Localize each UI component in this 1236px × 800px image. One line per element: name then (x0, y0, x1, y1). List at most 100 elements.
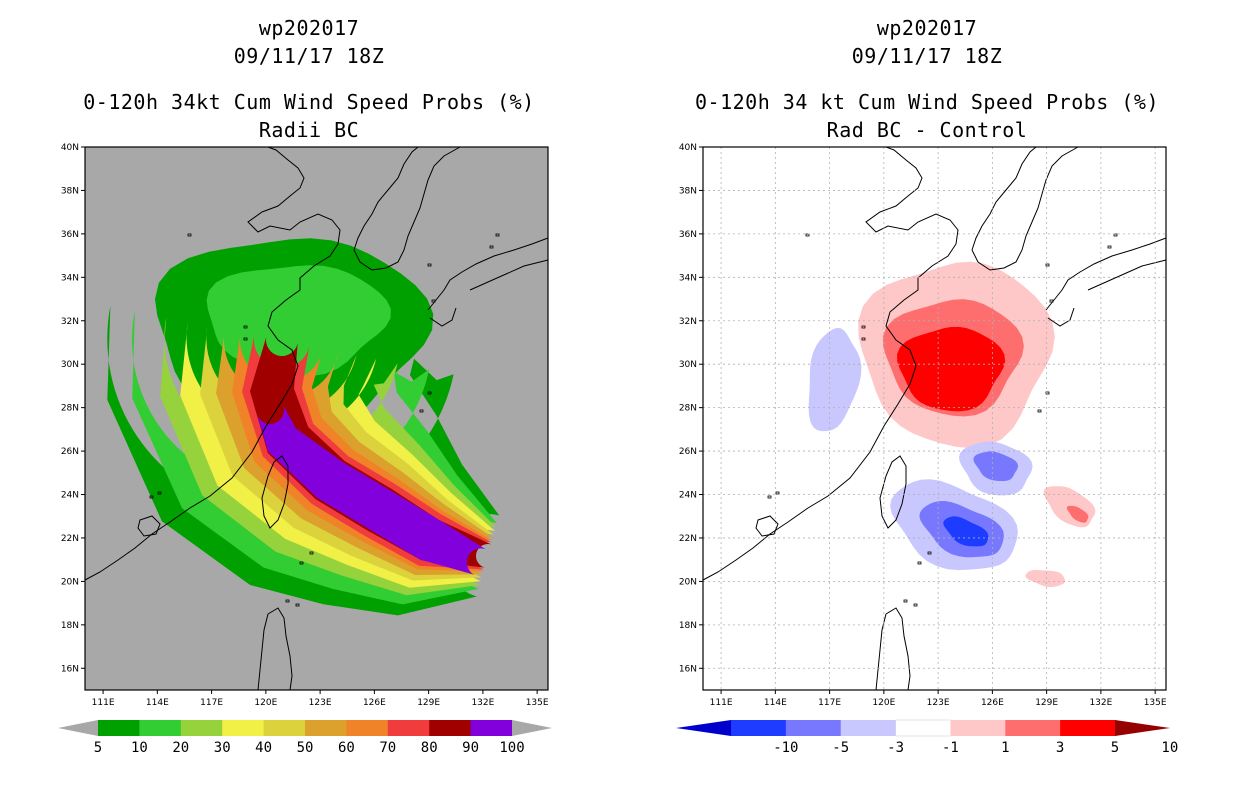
island-outline (495, 233, 500, 237)
colorbar-group: -10 -5 -3 -1 1 3 5 10 (676, 719, 1178, 756)
island-outline (917, 561, 922, 565)
island-outline (1113, 233, 1118, 237)
lon-tick-label: 120E (254, 698, 277, 708)
island-outline (431, 299, 436, 303)
colorbar-label: 5 (94, 740, 102, 756)
diff-contour-neg-west (808, 327, 862, 432)
colorbar-label: 1 (1001, 740, 1009, 756)
lat-tick-label: 32N (679, 317, 697, 327)
lon-tick-label: 129E (417, 698, 440, 708)
colorbar-label: -10 (773, 740, 798, 756)
lat-tick-label: 40N (679, 143, 697, 153)
island-outline (1045, 263, 1050, 267)
lat-tick-label: 18N (679, 621, 697, 631)
colorbar-label: 60 (338, 740, 355, 756)
island-outline (295, 603, 300, 607)
colorbar-swatch (387, 720, 430, 736)
colorbar-swatch (139, 720, 182, 736)
island-outline (927, 551, 932, 555)
island-outline (775, 491, 780, 495)
lat-tick-label: 30N (679, 360, 697, 370)
diff-contour-5 (897, 326, 1006, 412)
lon-tick-label: 114E (764, 698, 787, 708)
lat-tick-label: 16N (679, 664, 697, 674)
left-panel: wp202017 09/11/17 18Z 0-120h 34kt Cum Wi… (58, 16, 552, 756)
difference-field (808, 261, 1096, 588)
island-outline (805, 233, 810, 237)
lat-tick-label: 18N (61, 621, 79, 631)
lat-tick-label: 34N (679, 273, 697, 283)
lon-tick-label: 114E (146, 698, 169, 708)
island-outline (427, 263, 432, 267)
axes-group: 40N 38N 36N 34N 32N 30N 28N 26N 24N 22N 20N 18N 16N 1… (61, 143, 549, 708)
colorbar-swatch (180, 720, 223, 736)
coastline-segment (755, 515, 779, 537)
colorbar-swatch (305, 720, 347, 736)
lon-tick-label: 132E (471, 698, 494, 708)
colorbar-label: 20 (172, 740, 189, 756)
island-outline (149, 495, 154, 499)
lat-tick-label: 38N (679, 186, 697, 196)
colorbar-high-arrow (512, 720, 552, 736)
colorbar-swatch (840, 720, 897, 736)
lat-tick-label: 24N (61, 491, 79, 501)
colorbar-label: -5 (832, 740, 849, 756)
island-outline (285, 599, 290, 603)
island-outline (187, 233, 192, 237)
right-title-date: 09/11/17 18Z (851, 44, 1003, 68)
right-title-storm-id: wp202017 (876, 16, 978, 40)
coastline-segment (702, 146, 959, 581)
island-outline (309, 551, 314, 555)
colorbar-group: 5 10 20 30 40 50 60 70 80 90 100 (58, 720, 552, 756)
island-outline (157, 491, 162, 495)
lon-tick-label: 123E (309, 698, 332, 708)
colorbar-high-arrow (1115, 720, 1170, 736)
colorbar-label: 90 (462, 740, 479, 756)
coastline-segment (84, 146, 341, 581)
diff-contour-neg-south-inner (943, 516, 989, 547)
diff-contour-pos-s (1025, 569, 1066, 588)
colorbar-low-arrow (58, 720, 98, 736)
colorbar-swatch (785, 720, 842, 736)
lon-tick-label: 126E (363, 698, 386, 708)
lat-tick-label: 20N (61, 577, 79, 587)
diff-contour-neg-east-inner (973, 451, 1019, 482)
colorbar-swatch (98, 720, 140, 736)
axes-group: 40N 38N 36N 34N 32N 30N 28N 26N 24N 22N 20N 18N 16N 1… (679, 143, 1167, 708)
right-panel: wp202017 09/11/17 18Z 0-120h 34 kt Cum W… (618, 0, 1236, 800)
island-outline (243, 325, 248, 329)
lat-tick-label: 38N (61, 186, 79, 196)
island-outline (1045, 391, 1050, 395)
lat-tick-label: 22N (679, 534, 697, 544)
colorbar-label: 100 (499, 740, 524, 756)
colorbar-label: 5 (1111, 740, 1119, 756)
right-title-subtitle: Rad BC - Control (826, 118, 1028, 142)
colorbar-label: 30 (214, 740, 231, 756)
lat-tick-label: 16N (61, 664, 79, 674)
lat-tick-label: 40N (61, 143, 79, 153)
colorbar-label: 80 (421, 740, 438, 756)
colorbar-swatch (1060, 720, 1116, 736)
colorbar-label: 3 (1056, 740, 1064, 756)
island-outline (1107, 245, 1112, 249)
lon-tick-label: 132E (1089, 698, 1112, 708)
island-outline (861, 325, 866, 329)
coastline-segment (257, 607, 293, 691)
island-outline (243, 337, 248, 341)
left-title-product: 0-120h 34kt Cum Wind Speed Probs (%) (83, 90, 535, 114)
left-title-subtitle: Radii BC (258, 118, 360, 142)
island-outline (427, 391, 432, 395)
island-outline (299, 561, 304, 565)
right-title-product: 0-120h 34 kt Cum Wind Speed Probs (%) (694, 90, 1160, 114)
lat-tick-label: 24N (679, 491, 697, 501)
colorbar-label: -1 (942, 740, 959, 756)
colorbar-swatch (222, 720, 265, 736)
island-outline (1037, 409, 1042, 413)
diff-contour-pos-se-inner (1066, 505, 1089, 523)
left-title-storm-id: wp202017 (258, 16, 360, 40)
lat-tick-label: 30N (61, 360, 79, 370)
probability-swath (107, 238, 500, 616)
island-outline (913, 603, 918, 607)
lat-tick-label: 28N (679, 404, 697, 414)
lon-tick-label: 135E (526, 698, 549, 708)
